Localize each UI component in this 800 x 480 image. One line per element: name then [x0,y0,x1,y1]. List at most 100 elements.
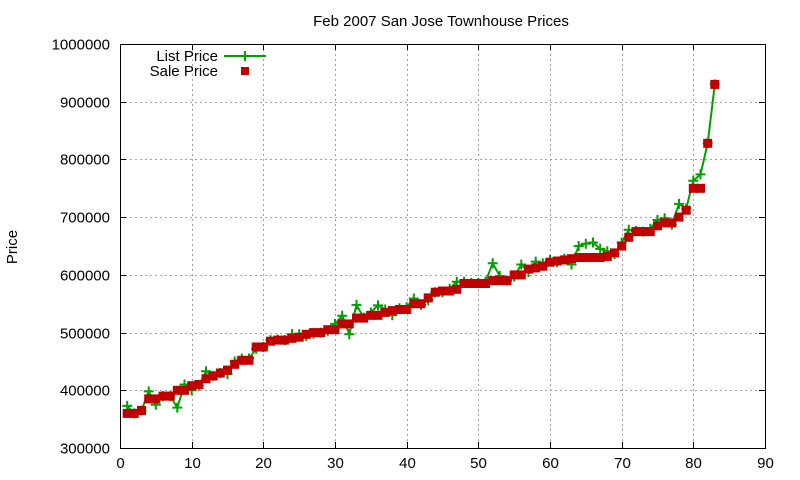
list-price-point [588,237,598,248]
sale-price-point [516,270,526,280]
y-tick-label: 400000 [60,383,110,400]
sale-price-point [495,276,505,286]
x-tick-label: 0 [116,455,124,472]
list-price-point [373,300,383,311]
sale-price-point [459,279,469,288]
sale-price-point [538,261,548,271]
y-tick-label: 900000 [60,95,110,112]
sale-price-point [323,325,333,335]
x-tick-label: 40 [399,455,416,472]
chart-title: Feb 2007 San Jose Townhouse Prices [313,13,569,30]
sale-price-point [244,355,254,365]
legend-label-sale-price: Sale Price [150,63,218,80]
sale-price-point [438,286,447,296]
sale-price-point [158,391,168,401]
sale-price-point [309,328,318,338]
sale-price-point [395,305,404,314]
sale-price-point [258,342,268,352]
sale-price-point [452,284,462,294]
y-axis-label: Price [4,230,21,264]
list-price-point [516,259,527,270]
sale-price-point [187,381,197,391]
sale-price-point [524,264,533,274]
sale-price-point [488,276,498,286]
x-tick-label: 50 [470,455,487,472]
sale-price-point [710,79,720,89]
x-tick-label: 60 [542,455,559,472]
sale-price-point [373,310,383,320]
sale-price-point [251,342,261,352]
sale-price-point [481,279,490,288]
sale-price-point [273,335,283,345]
sale-price-point [330,325,340,335]
sale-price-point [287,333,297,343]
sale-price-point [151,394,161,404]
sale-price-point [194,380,204,389]
sale-price-point [559,255,569,265]
list-price-point [344,329,355,340]
list-price-point [172,402,183,413]
sale-price-point [466,279,476,288]
plot-frame [120,44,766,449]
sale-price-point [387,306,397,316]
grid [120,44,765,448]
sale-price-point [301,329,311,339]
sale-price-point [581,253,591,262]
sale-price-point [588,253,598,262]
sale-price-point [266,336,275,346]
sale-price-point [610,248,619,258]
sale-price-point [631,227,641,237]
sale-price-point [423,293,433,303]
sale-price-point [337,319,347,329]
y-tick-label: 500000 [60,326,110,343]
sale-price-point [172,385,182,395]
sale-price-point [430,287,440,297]
x-tick-label: 70 [614,455,631,472]
sale-price-point [122,408,132,418]
list-price-point [487,258,498,269]
legend-marker-list-price [240,51,250,61]
sale-price-point [645,227,655,237]
sale-price-point [380,307,390,317]
sale-price-point [402,305,412,314]
sale-price-point [674,212,684,222]
list-price-point [695,169,706,180]
x-tick-label: 30 [327,455,344,472]
x-tick-label: 90 [757,455,774,472]
sale-price-point [703,138,713,148]
sale-price-point [359,313,369,323]
sale-price-point [129,408,139,418]
sale-price-point [201,374,211,384]
sale-price-point [223,365,232,375]
sale-price-point [230,359,240,369]
sale-price-point [344,319,354,329]
sale-price-point [688,183,698,193]
y-tick-label: 800000 [60,152,110,169]
sale-price-point [545,257,555,267]
legend-marker-sale-price [241,67,249,75]
legend-label-list-price: List Price [156,48,218,65]
sale-price-point [531,263,541,273]
sale-price-point [667,218,677,228]
sale-price-point [416,299,426,309]
sale-price-point [137,406,146,415]
sale-price-point [237,355,247,365]
sale-price-point [574,253,584,262]
sale-price-point [681,205,691,215]
x-tick-label: 20 [255,455,272,472]
sale-price-point [280,335,290,345]
sale-price-point [617,241,627,251]
sale-price-point [567,254,576,264]
list-price-point [351,299,362,310]
list-price-point [573,241,584,251]
sale-price-point [624,232,634,242]
sale-price-point [653,221,662,231]
sale-price-point [165,391,175,401]
list-price-point [674,198,684,209]
sale-price-point [595,253,605,262]
y-tick-label: 1000000 [52,37,110,54]
x-tick-label: 10 [184,455,201,472]
sale-price-point [352,313,361,323]
y-tick-label: 700000 [60,210,110,227]
